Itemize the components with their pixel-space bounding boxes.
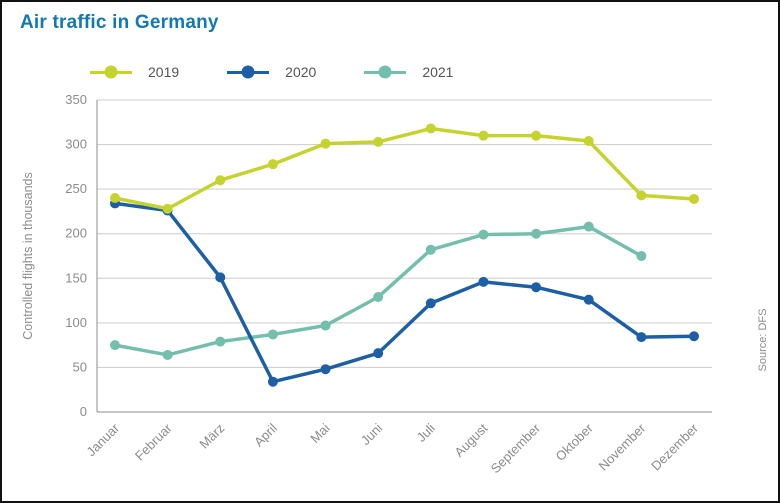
y-tick-label: 350	[65, 92, 87, 107]
data-point-2019	[162, 203, 173, 214]
legend-dot-2019	[104, 65, 118, 79]
y-tick-label: 100	[65, 315, 87, 330]
data-point-2021	[636, 251, 647, 261]
x-tick-label: März	[196, 421, 227, 452]
legend-item-2019: 2019	[90, 64, 179, 80]
data-point-2020	[373, 348, 384, 359]
y-tick-label: 50	[73, 359, 87, 374]
legend-label-2019: 2019	[148, 64, 180, 80]
data-point-2021	[531, 228, 542, 239]
y-tick-label: 250	[65, 181, 87, 196]
legend-dot-2021	[378, 65, 392, 79]
y-tick-label: 150	[65, 270, 87, 285]
x-tick-label: April	[251, 420, 280, 449]
series-line-2020	[113, 201, 696, 384]
data-point-2019	[373, 136, 384, 147]
data-point-2020	[320, 364, 331, 375]
legend-item-2021: 2021	[364, 64, 453, 80]
x-tick-label: September	[488, 420, 544, 476]
legend-marker-2020	[227, 65, 270, 79]
data-point-2019	[320, 138, 331, 149]
data-point-2020	[215, 272, 226, 283]
legend-item-2020: 2020	[227, 64, 316, 80]
x-tick-label: August	[451, 420, 490, 459]
legend-marker-2021	[364, 65, 407, 79]
x-tick-label: Dezember	[648, 420, 701, 473]
data-point-2019	[636, 190, 647, 201]
source-label: Source: DFS	[757, 308, 769, 372]
data-point-2021	[373, 292, 384, 303]
data-point-2019	[478, 130, 489, 141]
data-point-2021	[320, 320, 331, 331]
data-point-2020	[689, 331, 699, 342]
y-tick-label: 200	[65, 226, 87, 241]
x-tick-label: November	[595, 420, 648, 473]
x-tick-label: Mai	[307, 420, 332, 445]
page-title: Air traffic in Germany	[20, 12, 219, 33]
series-line-2019	[113, 126, 696, 211]
x-tick-label: Juli	[414, 420, 438, 444]
x-tick-label: Oktober	[553, 420, 597, 464]
data-point-2019	[425, 123, 436, 134]
data-point-2020	[267, 376, 278, 387]
data-point-2019	[215, 175, 226, 186]
legend-label-2020: 2020	[285, 64, 317, 80]
data-point-2019	[267, 159, 278, 170]
y-axis-title: Controlled flights in thousands	[21, 172, 35, 339]
x-tick-label: Juni	[358, 420, 386, 448]
data-point-2019	[583, 136, 594, 147]
data-point-2019	[531, 130, 542, 141]
chart-legend: 2019 2020 2021	[90, 64, 453, 80]
data-point-2020	[636, 332, 647, 343]
data-point-2021	[425, 244, 436, 255]
data-point-2021	[267, 329, 278, 340]
data-point-2020	[531, 282, 542, 293]
line-chart: 0 50 100 150 200 250 300 350 Januar Februar März Ap…	[21, 92, 712, 476]
data-point-2020	[478, 276, 489, 287]
data-point-2020	[425, 298, 436, 309]
data-point-2021	[583, 221, 594, 232]
data-point-2021	[162, 349, 173, 360]
y-tick-label: 0	[80, 404, 87, 419]
data-point-2020	[583, 294, 594, 305]
data-point-2021	[478, 229, 489, 240]
data-point-2021	[110, 340, 120, 351]
x-tick-label: Februar	[132, 420, 175, 463]
x-tick-label: Januar	[83, 420, 122, 459]
data-point-2019	[689, 193, 699, 204]
legend-label-2021: 2021	[422, 64, 454, 80]
legend-dot-2020	[241, 65, 255, 79]
legend-marker-2019	[90, 65, 132, 79]
data-point-2019	[110, 193, 120, 204]
y-tick-label: 300	[65, 137, 87, 152]
data-point-2021	[215, 336, 226, 347]
